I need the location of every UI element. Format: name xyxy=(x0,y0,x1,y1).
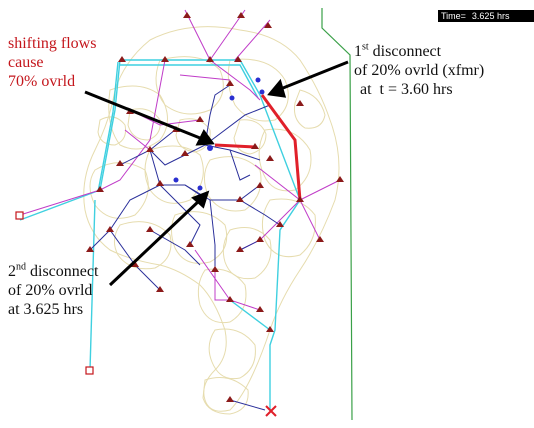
arrow-head-icon xyxy=(191,190,210,209)
bus-triangle-icon xyxy=(276,221,284,227)
bus-triangle-icon xyxy=(256,236,264,242)
annotation-first-line2: of 20% ovrld (xfmr) xyxy=(354,62,485,79)
annotation-second-line1: 2nd disconnect xyxy=(8,262,98,281)
annotation-first: 1st disconnect of 20% ovrld (xfmr) at t … xyxy=(354,42,484,99)
bus-triangle-icon xyxy=(146,226,154,232)
arrow-head-icon xyxy=(267,78,287,98)
cyan-lines xyxy=(19,59,301,410)
bus-triangle-icon xyxy=(131,261,139,267)
bus-triangle-icon xyxy=(226,396,234,402)
bus-triangle-icon xyxy=(181,150,189,156)
bus-triangle-icon xyxy=(234,56,242,62)
bus-node-icon xyxy=(207,145,213,151)
bus-triangle-icon xyxy=(156,286,164,292)
bus-triangle-icon xyxy=(264,22,272,28)
arrow-shifting xyxy=(84,90,206,142)
bus-triangle-icon xyxy=(118,56,126,62)
bus-triangle-icon xyxy=(183,12,191,18)
bus-triangle-icon xyxy=(236,246,244,252)
bus-triangle-icon xyxy=(336,176,344,182)
boundary-line xyxy=(321,8,353,421)
bus-triangle-icon xyxy=(186,241,194,247)
bus-node-icon xyxy=(229,95,235,101)
bus-triangle-icon xyxy=(226,80,234,86)
generator-square-icon xyxy=(15,211,24,220)
annotation-second-rest: disconnect xyxy=(26,263,99,280)
bus-triangle-icon xyxy=(251,143,259,149)
time-label: Time= xyxy=(441,11,466,21)
generator-square-icon xyxy=(85,366,94,375)
bus-triangle-icon xyxy=(296,100,304,106)
annotation-second-ordinal: 2 xyxy=(8,263,16,280)
arrow-first xyxy=(277,60,349,92)
bus-node-icon xyxy=(255,77,261,83)
time-readout: Time= 3.625 hrs xyxy=(438,10,534,22)
annotation-shifting-line3: 70% ovrld xyxy=(8,73,76,90)
bus-markers xyxy=(86,12,344,402)
arrow-second xyxy=(108,198,202,287)
annotation-arrows xyxy=(84,60,349,287)
bus-triangle-icon xyxy=(86,246,94,252)
tripped-x-icon xyxy=(265,405,277,417)
annotation-shifting: shifting flows cause 70% ovrld xyxy=(8,34,96,91)
blue-lines xyxy=(89,84,281,411)
bus-triangle-icon xyxy=(237,12,245,18)
annotation-first-line3: at t = 3.60 hrs xyxy=(360,81,453,98)
bus-triangle-icon xyxy=(266,155,274,161)
arrow-head-icon xyxy=(195,129,215,146)
bus-node-icon xyxy=(197,185,203,191)
bus-triangle-icon xyxy=(116,160,124,166)
bus-triangle-icon xyxy=(226,296,234,302)
annotation-shifting-line2: cause xyxy=(8,54,44,71)
bus-triangle-icon xyxy=(206,56,214,62)
annotation-second-line3: at 3.625 hrs xyxy=(8,301,84,318)
annotation-second-line2: of 20% ovrld xyxy=(8,282,93,299)
bus-triangle-icon xyxy=(161,56,169,62)
time-value: 3.625 hrs xyxy=(471,11,510,21)
bus-triangle-icon xyxy=(296,196,304,202)
bus-triangle-icon xyxy=(156,180,164,186)
bus-triangle-icon xyxy=(106,226,114,232)
bus-triangle-icon xyxy=(211,266,219,272)
annotation-first-ordinal: 1 xyxy=(354,43,362,60)
overload-lines xyxy=(214,94,302,201)
annotation-second-suffix: nd xyxy=(16,261,26,273)
bus-triangle-icon xyxy=(256,306,264,312)
bus-node-icon xyxy=(173,177,179,183)
bus-node-icon xyxy=(259,89,265,95)
bus-nodes xyxy=(173,77,265,191)
annotation-first-line1: 1st disconnect xyxy=(354,42,484,61)
annotation-first-rest: disconnect xyxy=(368,43,442,60)
annotation-shifting-line1: shifting flows xyxy=(8,35,97,52)
generator-markers xyxy=(15,211,94,375)
bus-triangle-icon xyxy=(266,326,274,332)
bus-triangle-icon xyxy=(316,236,324,242)
bus-triangle-icon xyxy=(256,182,264,188)
bus-triangle-icon xyxy=(196,116,204,122)
bus-triangle-icon xyxy=(96,186,104,192)
region-outlines xyxy=(83,26,340,415)
annotation-first-suffix: st xyxy=(362,41,369,53)
annotation-second: 2nd disconnect of 20% ovrld at 3.625 hrs xyxy=(8,262,98,319)
bus-triangle-icon xyxy=(236,196,244,202)
bus-triangle-icon xyxy=(146,146,154,152)
